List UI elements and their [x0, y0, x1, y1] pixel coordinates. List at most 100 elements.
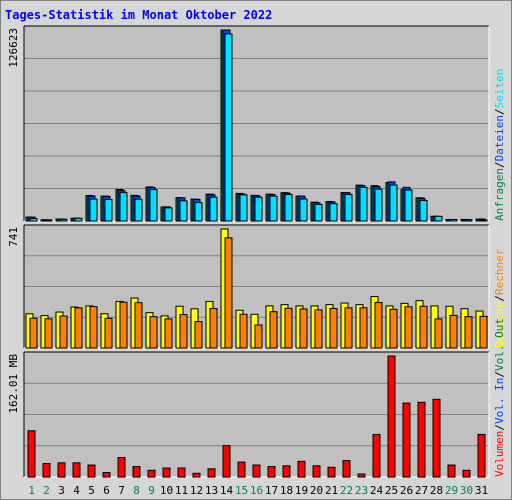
bar-rechner-day-31 — [479, 315, 488, 349]
bar-volumen-day-26 — [402, 402, 411, 478]
bar-volumen-day-21 — [327, 466, 336, 478]
day-label-3: 3 — [58, 484, 65, 497]
bar-seiten-day-5 — [89, 198, 98, 222]
bar-rechner-day-17 — [269, 311, 278, 349]
bar-rechner-day-13 — [209, 307, 218, 349]
day-label-16: 16 — [250, 484, 263, 497]
day-label-19: 19 — [295, 484, 308, 497]
bar-seiten-day-30 — [464, 219, 473, 222]
day-label-23: 23 — [355, 484, 368, 497]
legend-separator: / — [493, 371, 506, 378]
bar-seiten-day-20 — [314, 203, 323, 222]
legend-separator: / — [493, 424, 506, 431]
legend-anfragen: Anfragen — [493, 168, 506, 221]
bar-seiten-day-18 — [284, 193, 293, 222]
bar-seiten-day-11 — [179, 200, 188, 222]
bar-rechner-day-11 — [179, 314, 188, 349]
bar-seiten-day-19 — [299, 198, 308, 222]
bar-seiten-day-17 — [269, 195, 278, 222]
bar-seiten-day-6 — [104, 198, 113, 222]
bar-seiten-day-29 — [449, 218, 458, 222]
bar-volumen-day-30 — [462, 469, 471, 478]
bar-rechner-day-4 — [74, 307, 83, 349]
bar-rechner-day-5 — [89, 306, 98, 349]
bar-rechner-day-30 — [464, 316, 473, 349]
bar-rechner-day-19 — [299, 308, 308, 349]
bar-volumen-day-24 — [372, 433, 381, 478]
day-label-17: 17 — [265, 484, 278, 497]
bar-volumen-day-27 — [417, 401, 426, 478]
bar-rechner-day-25 — [389, 308, 398, 349]
bar-volumen-day-22 — [342, 460, 351, 478]
bar-volumen-day-19 — [297, 460, 306, 478]
bar-volumen-day-13 — [207, 468, 216, 478]
bar-rechner-day-21 — [329, 307, 338, 349]
bar-volumen-day-29 — [447, 464, 456, 478]
legend-separator: / — [493, 295, 506, 302]
bar-volumen-day-14 — [222, 445, 231, 478]
day-label-21: 21 — [325, 484, 338, 497]
day-label-2: 2 — [43, 484, 50, 497]
bar-volumen-day-4 — [72, 462, 81, 478]
legend-separator: / — [493, 161, 506, 168]
bar-seiten-day-13 — [209, 196, 218, 222]
bar-volumen-day-6 — [102, 472, 111, 478]
bar-volumen-day-18 — [282, 465, 291, 478]
day-label-31: 31 — [475, 484, 488, 497]
bar-rechner-day-14 — [224, 237, 233, 349]
day-label-25: 25 — [385, 484, 398, 497]
day-label-28: 28 — [430, 484, 443, 497]
bar-volumen-day-11 — [177, 467, 186, 478]
bar-seiten-day-21 — [329, 203, 338, 222]
legend-vol-out: Vol. Out — [493, 318, 506, 371]
bar-rechner-day-3 — [59, 315, 68, 349]
legend-rechner: Rechner — [493, 248, 506, 295]
day-label-27: 27 — [415, 484, 428, 497]
bar-volumen-day-28 — [432, 398, 441, 478]
max-value-label: 741 — [7, 227, 20, 247]
day-label-22: 22 — [340, 484, 353, 497]
bar-seiten-day-31 — [479, 219, 488, 222]
chart-title: Tages-Statistik im Monat Oktober 2022 — [5, 8, 273, 22]
bar-seiten-day-1 — [29, 218, 38, 222]
day-label-5: 5 — [88, 484, 95, 497]
bar-seiten-day-26 — [404, 189, 413, 222]
bar-volumen-day-2 — [42, 463, 51, 478]
legend-dateien: Dateien — [493, 115, 506, 161]
bar-seiten-day-3 — [59, 218, 68, 222]
bar-rechner-day-28 — [434, 318, 443, 349]
day-label-18: 18 — [280, 484, 293, 497]
day-label-7: 7 — [118, 484, 125, 497]
day-label-6: 6 — [103, 484, 110, 497]
day-label-13: 13 — [205, 484, 218, 497]
legend-text: Volumen/Vol. In/Vol. Out — [493, 318, 506, 477]
day-label-12: 12 — [190, 484, 203, 497]
bar-volumen-day-5 — [87, 464, 96, 478]
bar-seiten-day-27 — [419, 199, 428, 222]
bar-volumen-day-15 — [237, 461, 246, 478]
bar-seiten-day-28 — [434, 215, 443, 222]
day-label-11: 11 — [175, 484, 188, 497]
bar-rechner-day-20 — [314, 309, 323, 349]
legend-besuche: Besuche — [493, 302, 506, 348]
bar-volumen-day-7 — [117, 457, 126, 478]
bar-seiten-day-15 — [239, 194, 248, 222]
bar-volumen-day-31 — [477, 433, 486, 478]
bar-rechner-day-9 — [149, 316, 158, 349]
bar-seiten-day-7 — [119, 192, 128, 222]
day-label-4: 4 — [73, 484, 80, 497]
bar-seiten-day-4 — [74, 217, 83, 222]
bar-volumen-day-23 — [357, 473, 366, 478]
bar-rechner-day-22 — [344, 307, 353, 349]
bar-seiten-day-10 — [164, 207, 173, 222]
bar-rechner-day-23 — [359, 307, 368, 349]
legend-volumen: Volumen — [493, 431, 506, 477]
bar-rechner-day-27 — [419, 305, 428, 349]
bar-rechner-day-8 — [134, 302, 143, 349]
bar-volumen-day-10 — [162, 467, 171, 478]
day-label-9: 9 — [148, 484, 155, 497]
max-value-label: 162.01 MB — [7, 354, 20, 414]
max-value-label: 126623 — [7, 28, 20, 68]
bar-rechner-day-2 — [44, 318, 53, 349]
